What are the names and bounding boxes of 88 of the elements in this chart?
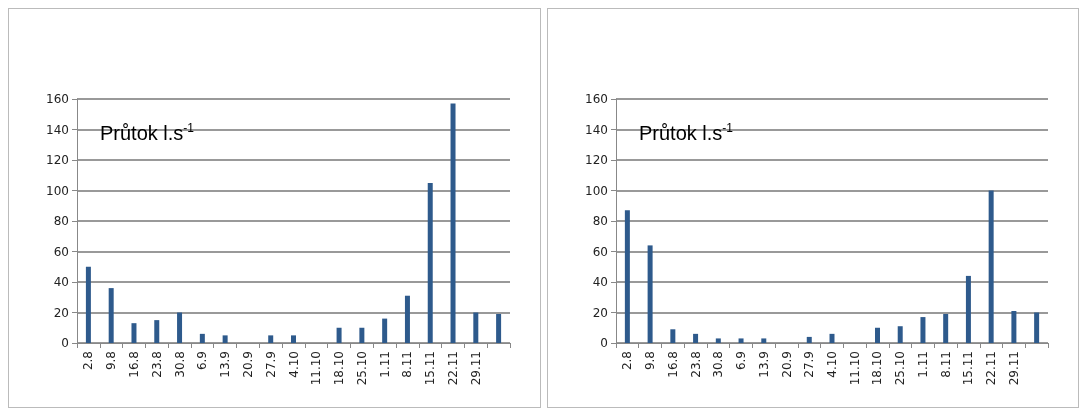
bar: [131, 323, 137, 343]
x-tick-label: 2.8: [620, 351, 635, 371]
x-tick-label: 20.9: [779, 351, 794, 378]
bar: [450, 103, 456, 343]
x-tick-label: 11.10: [847, 351, 862, 386]
x-tick-label: 18.10: [870, 351, 885, 386]
x-tick-label: 25.10: [354, 351, 369, 386]
bar: [897, 326, 903, 343]
x-tick-label: 13.9: [756, 351, 771, 378]
x-tick-label: 1.11: [915, 351, 930, 378]
bar: [154, 320, 160, 343]
bar: [336, 327, 342, 343]
x-tick-label: 23.8: [149, 351, 164, 378]
y-tick-label: 140: [585, 122, 608, 137]
bar: [1034, 312, 1040, 343]
y-tick-label: 60: [592, 244, 608, 259]
x-tick-label: 15.11: [961, 351, 976, 386]
x-tick-label: 13.9: [218, 351, 233, 378]
x-tick-label: 4.10: [825, 351, 839, 378]
bar: [943, 314, 949, 343]
x-tick-label: 18.10: [332, 351, 347, 386]
x-tick-label: 2.8: [81, 351, 96, 371]
bar: [874, 327, 880, 343]
bar: [359, 327, 365, 343]
x-tick-label: 23.8: [688, 351, 703, 378]
x-tick-label: 4.10: [286, 351, 301, 378]
bar: [829, 333, 835, 343]
bar: [670, 329, 676, 343]
x-tick-label: 9.8: [104, 351, 119, 371]
bar: [761, 338, 767, 343]
bar: [291, 335, 296, 343]
y-tick-label: 160: [585, 92, 608, 106]
bar: [920, 317, 926, 343]
bar: [108, 288, 114, 343]
y-tick-label: 120: [46, 153, 69, 167]
y-tick-label: 20: [53, 305, 69, 320]
bar: [427, 182, 433, 343]
bar: [738, 338, 744, 343]
y-tick-label: 40: [53, 275, 69, 289]
y-tick-label: 0: [61, 336, 69, 350]
bar: [473, 312, 479, 343]
x-tick-label: 1.11: [377, 351, 392, 378]
x-tick-label: 22.11: [984, 351, 999, 386]
bar: [404, 295, 410, 343]
x-tick-label: 9.8: [643, 351, 658, 371]
bar: [199, 333, 205, 343]
x-tick-label: 6.9: [734, 351, 749, 371]
y-tick-label: 120: [585, 153, 608, 167]
y-tick-label: 0: [600, 336, 608, 350]
x-tick-label: 11.10: [309, 351, 324, 386]
bar: [693, 333, 699, 343]
x-tick-label: 29.11: [1006, 351, 1021, 386]
bar: [382, 318, 388, 343]
x-tick-label: 30.8: [711, 351, 726, 378]
bar: [988, 190, 994, 343]
y-tick-label: 100: [46, 183, 69, 198]
bar: [806, 336, 812, 343]
y-tick-label: 40: [592, 275, 608, 289]
x-tick-label: 27.9: [263, 351, 278, 378]
x-tick-label: 8.11: [938, 351, 953, 378]
x-tick-label: 6.9: [195, 351, 210, 371]
bar: [496, 314, 502, 343]
y-tick-label: 100: [585, 183, 608, 198]
bar: [268, 335, 274, 343]
x-tick-label: 22.11: [446, 351, 461, 386]
y-tick-label: 160: [46, 92, 69, 106]
bar: [1011, 310, 1017, 343]
bar: [715, 338, 721, 343]
x-tick-label: 16.8: [665, 351, 680, 378]
bar: [965, 275, 971, 343]
x-tick-label: 27.9: [802, 351, 817, 378]
y-tick-label: 20: [592, 305, 608, 320]
bar: [222, 335, 228, 343]
x-tick-label: 20.9: [240, 351, 255, 378]
y-tick-label: 80: [53, 214, 69, 228]
x-tick-label: 15.11: [423, 351, 438, 386]
bar: [177, 312, 183, 343]
x-tick-label: 29.11: [468, 351, 483, 386]
bar: [647, 245, 653, 343]
x-tick-label: 25.10: [893, 351, 908, 386]
y-tick-label: 60: [53, 244, 69, 259]
x-tick-label: 16.8: [126, 351, 141, 378]
x-tick-label: 8.11: [400, 351, 415, 378]
x-tick-label: 30.8: [172, 351, 187, 378]
bar: [85, 266, 91, 343]
y-tick-label: 80: [592, 214, 608, 228]
y-tick-label: 140: [46, 122, 69, 137]
bar: [624, 210, 630, 343]
